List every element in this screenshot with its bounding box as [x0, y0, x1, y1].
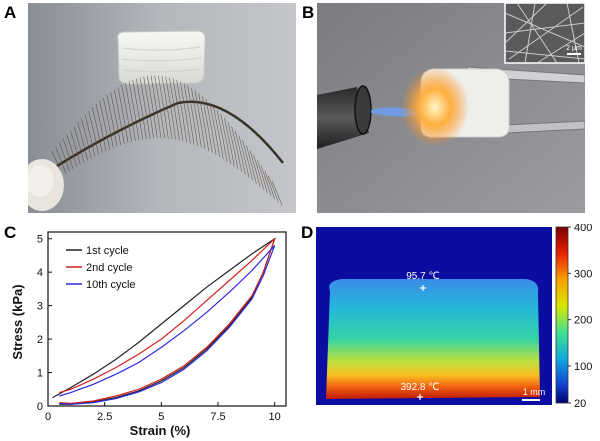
- aerogel-block-burning: [401, 67, 510, 147]
- colorbar-tick-label: 200: [574, 315, 592, 327]
- panel-a-photo: [28, 3, 296, 213]
- legend-label: 2nd cycle: [86, 262, 132, 274]
- panel-a-letter: A: [4, 3, 17, 22]
- series-line-2: [59, 238, 276, 404]
- y-tick-label: 5: [37, 234, 43, 246]
- finger: [28, 159, 64, 211]
- x-tick-label: 5: [158, 411, 164, 423]
- legend-label: 1st cycle: [86, 245, 129, 257]
- x-axis-label: Strain (%): [130, 423, 191, 438]
- aerogel-thermal-shape: [326, 279, 540, 399]
- panel-c-letter: C: [4, 223, 17, 242]
- stress-strain-chart: 0 2.5 5 7.5 10 0 1 2 3 4 5 1st cycle 2nd cycle 10th c…: [10, 231, 287, 438]
- x-tick-label: 2.5: [97, 411, 112, 423]
- feather-aerogel-illustration: [28, 3, 296, 213]
- x-tick-label: 7.5: [210, 411, 225, 423]
- feather: [45, 75, 284, 206]
- panel-b-letter: B: [302, 3, 315, 22]
- x-tick-label: 10: [269, 411, 281, 423]
- sem-inset: 2 μm: [504, 3, 585, 64]
- x-tick-label: 0: [45, 411, 51, 423]
- sem-scale-label: 2 μm: [566, 45, 582, 52]
- torch-nozzle: [317, 85, 372, 149]
- temperature-colorbar: 400 300 200 100 20: [555, 224, 592, 410]
- cool-spot-label: 95.7 ℃: [406, 271, 439, 282]
- aerogel-block: [117, 30, 206, 85]
- y-tick-label: 4: [37, 267, 43, 279]
- colorbar-tick-label: 300: [574, 268, 592, 280]
- y-tick-label: 0: [37, 401, 43, 413]
- colorbar-tick-label: 20: [574, 398, 586, 410]
- colorbar-tick-label: 100: [574, 361, 592, 373]
- y-tick-label: 2: [37, 334, 43, 346]
- panel-b-photo: 2 μm: [317, 3, 585, 213]
- flame-test-illustration: 2 μm: [317, 3, 585, 213]
- thermal-map: 95.7 ℃ 392.8 ℃ 1 mm: [316, 227, 552, 405]
- series-line-3: [59, 244, 276, 405]
- y-tick-label: 3: [37, 301, 43, 313]
- y-tick-label: 1: [37, 368, 43, 380]
- thermal-scale-label: 1 mm: [523, 387, 546, 397]
- colorbar-tick-label: 400: [574, 224, 592, 234]
- y-axis-label: Stress (kPa): [10, 284, 25, 359]
- legend-label: 10th cycle: [86, 279, 136, 291]
- panel-d-letter: D: [301, 223, 314, 242]
- thermal-image: 95.7 ℃ 392.8 ℃ 1 mm: [316, 227, 552, 405]
- plot-frame: [47, 231, 287, 407]
- hot-spot-label: 392.8 ℃: [400, 382, 439, 393]
